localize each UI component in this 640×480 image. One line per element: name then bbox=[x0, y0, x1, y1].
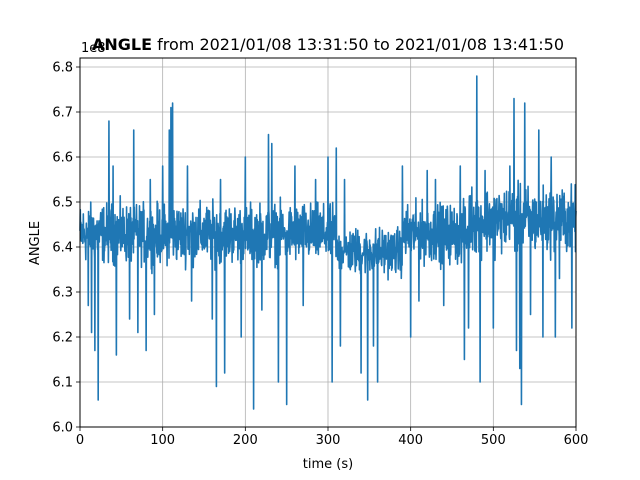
series-group bbox=[79, 75, 577, 410]
y-tick-label: 6.4 bbox=[52, 241, 73, 256]
ticks: 0 100 200 300 400 500 600 6.0 6.1 6.2 6.3 6.4 6.5 6.6… bbox=[52, 61, 588, 449]
x-tick-label: 200 bbox=[233, 433, 258, 448]
x-tick-label: 400 bbox=[398, 433, 423, 448]
x-tick-label: 600 bbox=[564, 433, 589, 448]
x-tick-label: 100 bbox=[150, 433, 175, 448]
y-tick-label: 6.5 bbox=[52, 196, 73, 211]
y-tick-label: 6.3 bbox=[52, 286, 73, 301]
series-line bbox=[79, 75, 577, 410]
x-tick-label: 0 bbox=[76, 433, 84, 448]
y-tick-label: 6.7 bbox=[52, 106, 73, 121]
x-tick-label: 500 bbox=[481, 433, 506, 448]
y-tick-label: 6.6 bbox=[52, 151, 73, 166]
chart-title: ANGLE from 2021/01/08 13:31:50 to 2021/0… bbox=[92, 35, 564, 54]
y-tick-label: 6.0 bbox=[52, 421, 73, 436]
y-axis-label: ANGLE bbox=[28, 221, 43, 265]
chart-title-bold: ANGLE bbox=[92, 35, 152, 54]
y-tick-label: 6.2 bbox=[52, 331, 73, 346]
x-tick-label: 300 bbox=[316, 433, 341, 448]
y-offset-label: 1e8 bbox=[81, 41, 106, 56]
x-axis-label: time (s) bbox=[303, 457, 353, 472]
chart-title-rest: from 2021/01/08 13:31:50 to 2021/01/08 1… bbox=[152, 35, 564, 54]
y-tick-label: 6.8 bbox=[52, 61, 73, 76]
y-tick-label: 6.1 bbox=[52, 376, 73, 391]
